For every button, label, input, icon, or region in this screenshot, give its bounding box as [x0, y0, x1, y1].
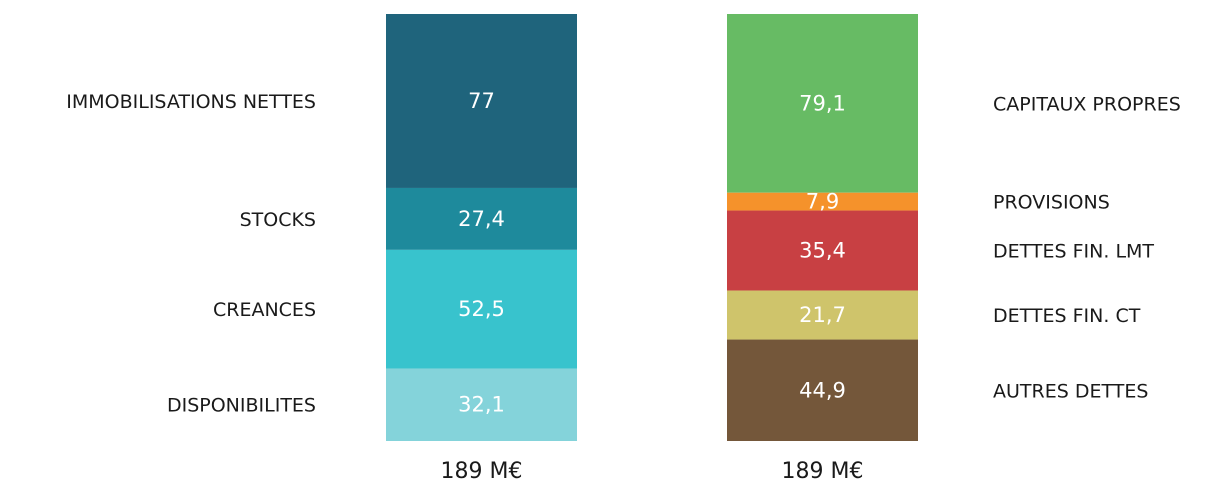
bar-segment: [386, 368, 577, 441]
bar-segment: [386, 187, 577, 250]
data-label: 35,4: [799, 239, 846, 263]
category-label: CREANCES: [213, 299, 316, 321]
column-total-label: 189 M€: [782, 459, 864, 483]
bar-segment: [727, 210, 918, 291]
data-label: 32,1: [458, 393, 505, 417]
category-label: DETTES FIN. LMT: [993, 241, 1154, 263]
bar-segment: [386, 14, 577, 188]
data-label: 27,4: [458, 207, 505, 231]
data-label: 77: [468, 89, 495, 113]
column-total-label: 189 M€: [441, 459, 523, 483]
category-label: DETTES FIN. CT: [993, 305, 1141, 327]
bar-segment: [727, 192, 918, 211]
bar-segment: [727, 290, 918, 340]
category-label: STOCKS: [240, 209, 316, 231]
category-label: DISPONIBILITES: [167, 395, 316, 417]
category-label: IMMOBILISATIONS NETTES: [66, 91, 316, 113]
bar-segment: [727, 339, 918, 441]
stacked-column-1: 77 IMMOBILISATIONS NETTES 27,4 STOCKS 52,5 CR…: [66, 14, 577, 483]
data-label: 44,9: [799, 378, 846, 402]
bar-segment: [727, 14, 918, 193]
stacked-column-2: 79,1 CAPITAUX PROPRES 7,9 PROVISIONS 35,4 DET…: [727, 14, 1181, 483]
data-label: 21,7: [799, 303, 846, 327]
data-label: 52,5: [458, 297, 505, 321]
category-label: AUTRES DETTES: [993, 380, 1148, 402]
category-label: PROVISIONS: [993, 192, 1110, 214]
data-label: 7,9: [806, 190, 839, 214]
bar-segment: [386, 249, 577, 369]
data-label: 79,1: [799, 91, 846, 115]
category-label: CAPITAUX PROPRES: [993, 93, 1181, 115]
